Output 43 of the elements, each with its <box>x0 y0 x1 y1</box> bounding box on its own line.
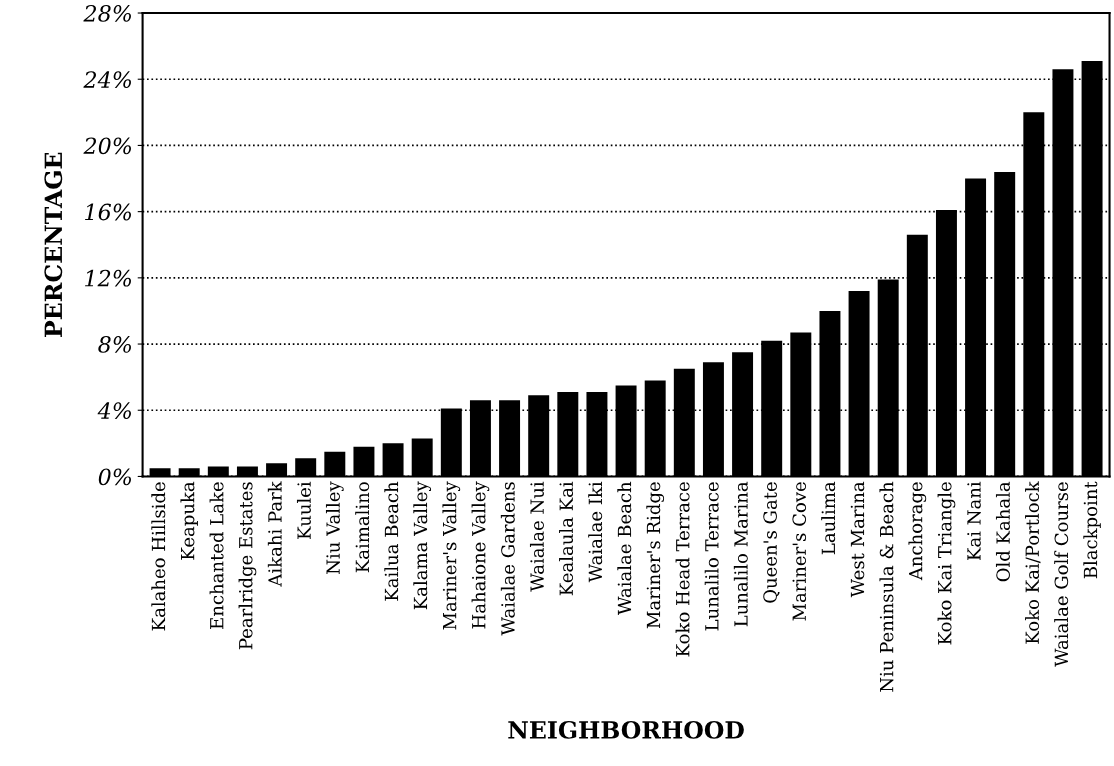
x-tick-label: Waialae Gardens <box>500 482 515 636</box>
x-tick-label: Lunalilo Marina <box>733 481 748 627</box>
y-tick-label: 8% <box>98 335 131 353</box>
x-tick-label: Niu Peninsula & Beach <box>879 481 894 692</box>
x-tick-label: Old Kahala <box>995 481 1010 582</box>
x-tick-label: Kai Nani <box>967 481 981 561</box>
x-tick-label: Koko Kai Triangle <box>937 482 956 645</box>
x-tick-label: Lunalilo Terrace <box>704 482 719 631</box>
x-tick-label: Kaimalino <box>355 482 370 573</box>
y-tick-label: 12% <box>85 269 131 287</box>
x-tick-label: Queen's Gate <box>763 482 780 603</box>
x-tick-label: Enchanted Lake <box>209 482 224 629</box>
y-tick-label: 0% <box>98 468 131 486</box>
x-tick-label: Waialae Golf Course <box>1054 482 1069 667</box>
x-tick-label: Mariner's Valley <box>442 481 461 630</box>
x-tick-label: Blackpoint <box>1083 481 1101 579</box>
x-tick-label: Waialae Beach <box>617 481 632 615</box>
y-tick-label: 4% <box>97 402 131 420</box>
x-tick-label: Anchorage <box>908 482 927 581</box>
x-tick-label: Koko Head Terrace <box>675 482 690 657</box>
x-tick-label: Waialae Iki <box>588 481 603 583</box>
x-tick-label: Keapuka <box>180 481 198 560</box>
y-tick-label: 28% <box>83 4 131 22</box>
x-tick-label: Kealaula Kai <box>559 481 574 596</box>
x-tick-label: Kailua Beach <box>384 481 399 601</box>
y-axis-title: PERCENTAGE <box>44 152 63 337</box>
y-tick-label: 24% <box>83 71 131 88</box>
x-tick-label: Pearlridge Estates <box>238 482 257 650</box>
x-tick-label: Mariner's Ridge <box>646 482 665 629</box>
y-tick-label: 20% <box>83 137 131 155</box>
x-tick-label: Niu Valley <box>325 481 344 574</box>
x-tick-label: Waialae Nui <box>529 481 544 592</box>
x-tick-label: Kalaheo Hillside <box>151 482 166 631</box>
x-tick-label: Hahaione Valley <box>471 481 490 629</box>
x-axis-title: NEIGHBORHOOD <box>508 720 744 739</box>
x-tick-label: Mariner's Cove <box>792 482 807 621</box>
x-tick-label: Kuulei <box>296 481 311 539</box>
x-tick-label: West Marina <box>850 481 865 598</box>
x-tick-label: Koko Kai/Portlock <box>1025 481 1041 644</box>
x-tick-label: Laulima <box>821 481 836 555</box>
x-tick-label: Aikahi Park <box>267 481 282 587</box>
x-tick-label: Kalama Valley <box>413 481 432 610</box>
y-tick-label: 16% <box>85 203 131 221</box>
